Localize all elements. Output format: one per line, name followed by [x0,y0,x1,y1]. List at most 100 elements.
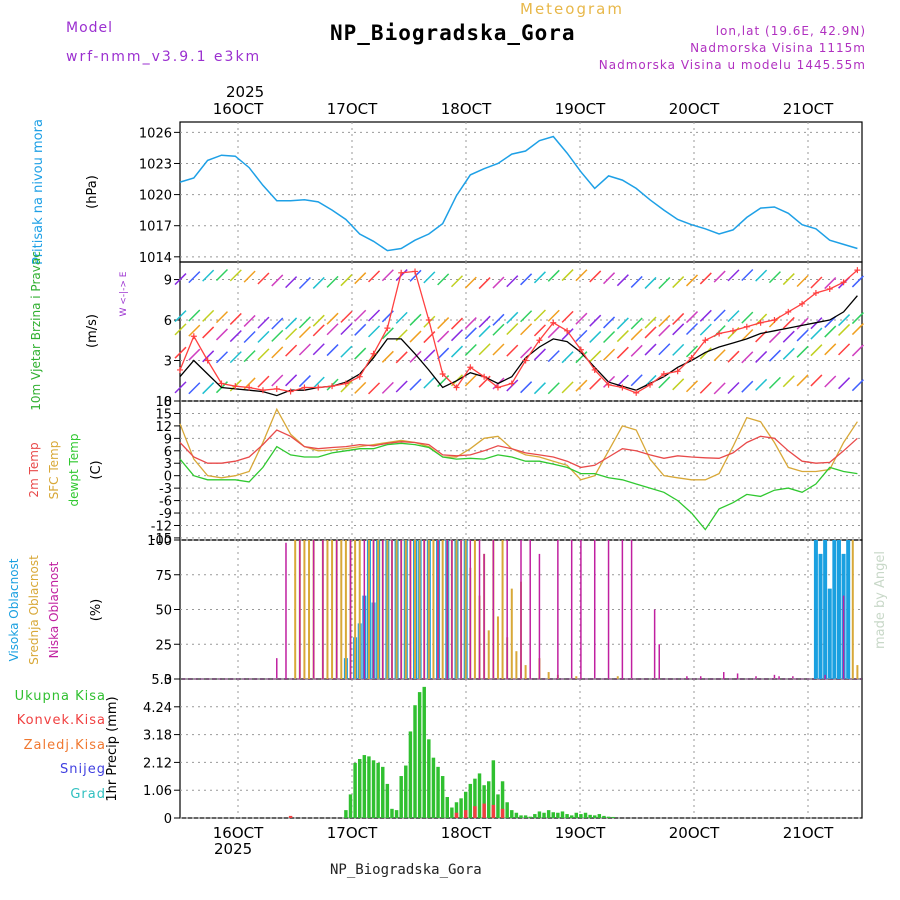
wind-barb [257,375,270,388]
wind-barb [326,312,339,325]
wind-speed-marker [577,346,584,353]
wind-barb [810,276,823,289]
wind-speed-marker [439,371,446,378]
wind-barb [188,382,201,395]
wind-barb [561,269,574,282]
wind-speed-marker [536,337,543,344]
precip-legend-snow: Snijeg [60,762,106,777]
wind-barb [423,271,436,284]
precip-bar-total [431,757,436,818]
panel-pressure-frame [179,121,863,263]
wind-speed-marker [688,354,695,361]
wind-speed-marker [785,308,792,315]
wind-barb [533,348,546,361]
wind-barb [464,276,477,289]
wind-barb [354,347,367,360]
precip-bar-total [344,810,348,818]
wind-speed-marker [591,366,598,373]
precip-bar-total [496,794,500,818]
wind-barb [533,324,546,337]
wind-speed-marker [177,366,183,373]
wind-speed-marker [412,268,419,275]
wind-barb [547,269,560,282]
wind-barb [188,309,201,322]
wind-barb [202,269,215,282]
wind-barb [644,326,657,339]
wind-barb [492,323,505,336]
precip-bar-total [473,778,477,818]
wind-barb [423,376,436,389]
day-label-top: 17OCT [327,100,378,118]
wind-tick-label: 9 [164,274,172,289]
wind-barb [188,348,201,361]
precip-bar-total [422,686,426,818]
wind-barb [450,345,464,358]
wind-speed-marker [481,373,488,380]
wind-barb [810,374,823,387]
wind-barb [312,276,325,289]
model-altitude-label: Nadmorska Visina u modelu 1445.55m [598,58,866,72]
wind-barb [796,274,809,288]
precip-bar-total [514,812,519,818]
wind-barb [243,270,256,283]
cloud-unit: (%) [89,599,104,622]
day-labels: 16OCT 16OCT 17OCT 17OCT 18OCT 18OCT 19OCT 19OCT… [213,100,834,842]
precip-bar-total [454,802,459,818]
wind-barb [603,272,616,285]
wind-panel: 0 3 6 9 [164,267,864,410]
wind-speed-marker [550,319,557,326]
altitude-label: Nadmorska Visina 1115m [690,41,866,55]
wind-barb [381,381,394,394]
wind-barb [658,314,671,327]
wind-barb [298,375,311,388]
wind-speed-marker [356,373,363,380]
wind-barb [782,316,795,329]
temp-tick-label: -9 [159,507,172,522]
credit-watermark: made by Angel [873,551,888,649]
wind-barb [755,269,768,282]
wind-barb [838,323,851,336]
wind-barb [699,381,712,394]
wind-barb [727,350,740,363]
wind-speed-marker [329,383,336,390]
day-label-bottom: 19OCT [555,824,606,842]
precip-bar-total [357,758,362,818]
precip-bar-total [362,755,367,818]
pressure-unit: (hPa) [85,175,100,209]
precip-bar-total [477,773,482,818]
wind-barb [188,324,201,337]
wind-barb [713,382,726,395]
wind-title: 10m Vjetar Brzina i Pravac [29,251,43,411]
precip-bar-total [459,798,463,818]
wind-barb [616,317,629,330]
wind-speed-marker [743,323,750,330]
wind-barb [285,276,298,289]
wind-barb [326,323,339,336]
wind-barb [368,382,381,395]
wind-speed-marker [605,381,612,388]
temp-tick-label: 3 [164,457,172,472]
wind-barb [575,269,588,282]
wind-barb [506,311,519,324]
wind-barb [782,273,795,286]
wind-barb [658,276,671,290]
wind-barb [520,273,533,286]
wind-barb [713,349,726,362]
panel-precip-frame [179,678,863,819]
wind-barb [741,328,754,342]
precip-bar-conv [482,803,486,818]
pressure-tick-label: 1014 [139,251,172,266]
precip-legend-conv: Konvek.Kisa [17,713,106,728]
wind-barb [423,349,436,362]
precip-bar-total [408,731,413,818]
wind-barb [796,374,809,387]
wind-barb [547,309,560,322]
wind-barb [630,374,643,387]
precip-bar-total [427,739,431,818]
wind-barb [768,271,781,284]
wind-barb [782,330,795,343]
wind-barb [838,343,851,356]
wind-barb [616,346,629,359]
wind-barb [478,375,491,388]
footer-station: NP_Biogradska_Gora [330,862,482,878]
